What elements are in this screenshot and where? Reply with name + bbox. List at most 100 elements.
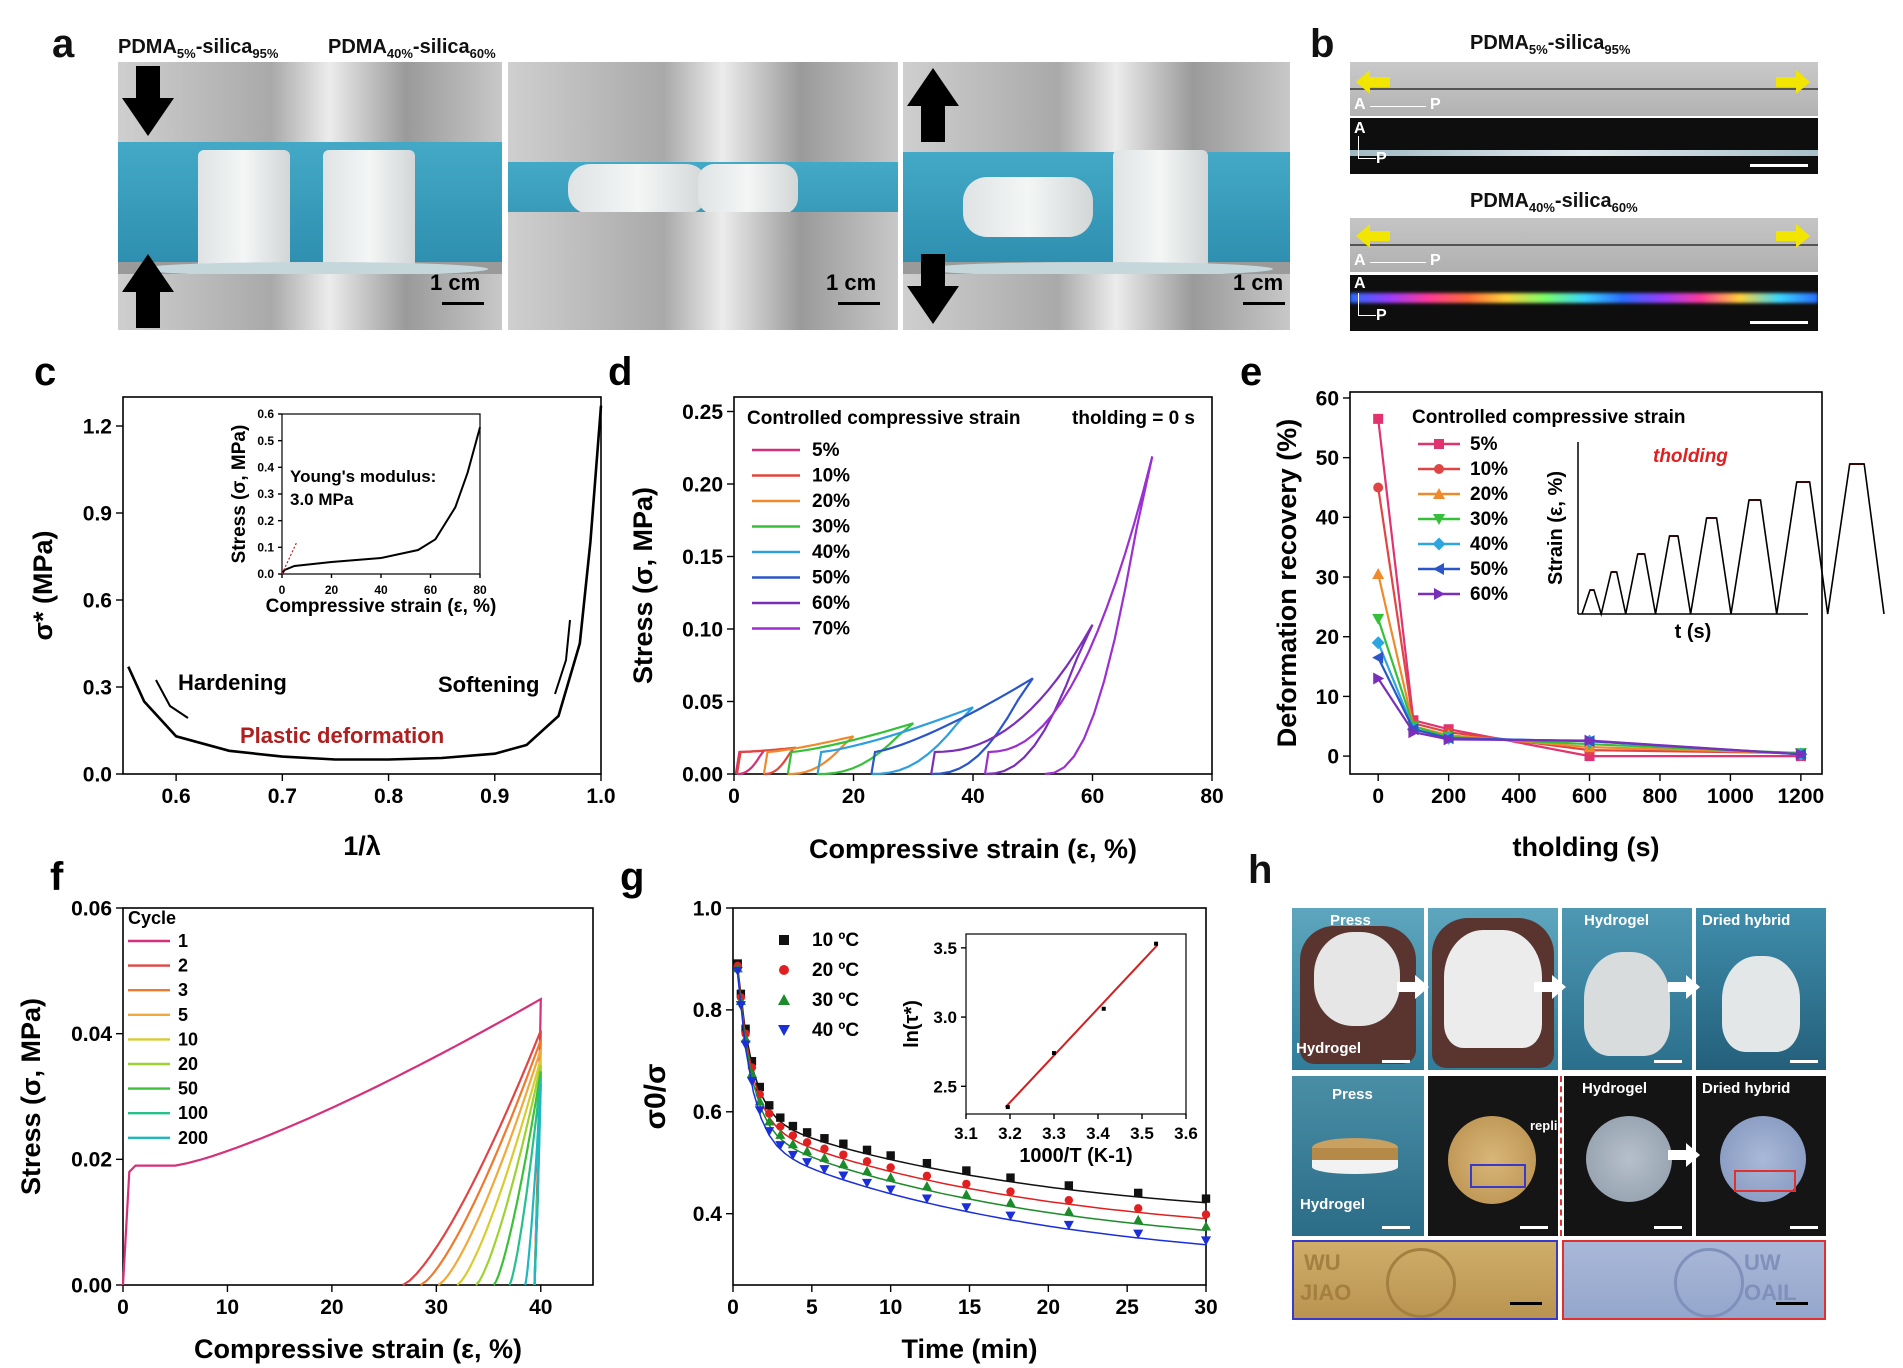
data-point bbox=[741, 1024, 750, 1034]
y-tick-label: 0.06 bbox=[71, 897, 112, 920]
data-point bbox=[1408, 726, 1420, 739]
series-line-30% bbox=[786, 722, 914, 776]
x-tick-label: 3.2 bbox=[998, 1124, 1022, 1143]
y-tick-label: 0.10 bbox=[682, 618, 723, 641]
data-point bbox=[1795, 748, 1807, 761]
data-point bbox=[802, 1158, 813, 1168]
replicate-divider bbox=[1560, 1076, 1562, 1236]
data-point bbox=[746, 1077, 757, 1087]
inset-annotation: 3.0 MPa bbox=[290, 490, 354, 509]
y-tick-label: 0.02 bbox=[71, 1149, 112, 1172]
x-tick-label: 30 bbox=[425, 1296, 448, 1319]
data-point bbox=[961, 1203, 972, 1213]
data-point bbox=[733, 959, 742, 968]
x-tick-label: 3.5 bbox=[1130, 1124, 1154, 1143]
series-line-40% bbox=[816, 706, 974, 776]
data-point bbox=[735, 1001, 746, 1011]
scale-bar bbox=[1750, 321, 1808, 324]
softening-arrow bbox=[554, 619, 571, 695]
mold-photo-press: Press Hydrogel bbox=[1292, 908, 1424, 1070]
legend-marker bbox=[1433, 488, 1445, 499]
scale-bar bbox=[1790, 1226, 1818, 1229]
inset-data-point bbox=[1005, 1105, 1010, 1110]
legend-entry: 60% bbox=[1470, 584, 1508, 605]
legend-entry: 50% bbox=[1470, 559, 1508, 580]
data-point bbox=[1794, 747, 1808, 761]
scale-bar bbox=[1382, 1060, 1410, 1063]
data-point bbox=[1584, 751, 1595, 762]
data-point bbox=[921, 1181, 932, 1191]
data-point bbox=[885, 1185, 896, 1195]
data-point bbox=[755, 1090, 765, 1099]
arrow-down-icon bbox=[903, 250, 963, 330]
series-line-5% bbox=[1377, 418, 1801, 758]
series-line-200 bbox=[524, 1083, 542, 1286]
y-tick-label: 1.2 bbox=[83, 415, 112, 438]
data-point bbox=[922, 1158, 932, 1168]
data-point bbox=[1006, 1173, 1015, 1182]
series-line-50% bbox=[870, 677, 1034, 776]
scale-bar-label: 1 cm bbox=[826, 270, 877, 295]
coin-zoom-original: WU JIAO bbox=[1292, 1240, 1558, 1320]
legend-entry: 20% bbox=[1470, 484, 1508, 505]
legend-entry: 10 bbox=[178, 1029, 198, 1049]
y-tick-label: 0.20 bbox=[682, 473, 723, 496]
x-tick-label: 400 bbox=[1502, 785, 1537, 808]
original-coin-photo bbox=[1428, 1076, 1558, 1236]
data-point bbox=[1407, 723, 1419, 736]
data-point bbox=[1408, 715, 1419, 726]
y-axis-label: Deformation recovery (%) bbox=[1272, 419, 1302, 748]
y-tick-label: 0.0 bbox=[257, 567, 274, 581]
inset-fit-line bbox=[1004, 944, 1159, 1108]
data-point bbox=[921, 1194, 932, 1204]
data-point bbox=[839, 1139, 848, 1148]
compression-photo-released: 1 cm bbox=[903, 62, 1290, 330]
arrow-left-icon bbox=[1354, 68, 1392, 101]
data-point bbox=[1583, 734, 1597, 748]
arrow-right-icon bbox=[1395, 974, 1431, 1005]
inset-y-label: Strain (ε, %) bbox=[1545, 471, 1567, 585]
x-tick-label: 0 bbox=[1372, 785, 1384, 808]
x-tick-label: 60 bbox=[1081, 785, 1104, 808]
series-line-10% bbox=[1377, 487, 1801, 755]
legend-entry: 10 ºC bbox=[812, 930, 859, 951]
legend-entry: 10% bbox=[1470, 459, 1508, 480]
x-tick-label: 40 bbox=[961, 785, 984, 808]
x-tick-label: 3.4 bbox=[1086, 1124, 1110, 1143]
legend-entry: 5% bbox=[812, 440, 840, 461]
legend-entry: 20 ºC bbox=[812, 960, 859, 981]
arrow-down-icon bbox=[118, 62, 178, 147]
inset-data-point bbox=[1101, 1006, 1106, 1011]
y-tick-label: 0.04 bbox=[71, 1023, 112, 1046]
inset-x-label: 1000/T (K-1) bbox=[1019, 1145, 1132, 1167]
y-tick-label: 0.8 bbox=[693, 999, 723, 1022]
legend-entry: 70% bbox=[812, 619, 850, 640]
x-tick-label: 20 bbox=[325, 583, 339, 597]
x-axis-label: Compressive strain (ε, %) bbox=[194, 1334, 522, 1364]
x-tick-label: 200 bbox=[1431, 785, 1466, 808]
dried-hybrid-statue-photo: Dried hybrid bbox=[1696, 908, 1826, 1070]
series-line-1 bbox=[121, 997, 542, 1286]
data-point bbox=[885, 1172, 896, 1182]
data-point bbox=[1006, 1187, 1015, 1196]
data-point bbox=[736, 989, 746, 999]
legend-entry: 5% bbox=[1470, 434, 1498, 455]
x-tick-label: 0 bbox=[117, 1296, 129, 1319]
y-tick-label: 3.0 bbox=[933, 1008, 957, 1027]
scale-bar bbox=[1776, 1302, 1808, 1305]
legend-entry: 60% bbox=[812, 593, 850, 614]
series-line-10% bbox=[735, 746, 797, 776]
series-line-20% bbox=[1377, 573, 1801, 755]
legend-entry: 1 bbox=[178, 931, 188, 951]
data-point bbox=[861, 1178, 873, 1189]
y-tick-label: 1.0 bbox=[693, 897, 722, 920]
polarized-strip-top-parallel: A P bbox=[1350, 62, 1818, 116]
x-tick-label: 40 bbox=[374, 583, 388, 597]
stress-curve bbox=[127, 405, 603, 761]
y-tick-label: 10 bbox=[1316, 686, 1339, 709]
y-tick-label: 0.15 bbox=[682, 546, 723, 569]
scale-bar bbox=[1790, 1060, 1818, 1063]
data-point bbox=[1373, 672, 1385, 685]
fit-line-30 ºC bbox=[736, 972, 1207, 1232]
